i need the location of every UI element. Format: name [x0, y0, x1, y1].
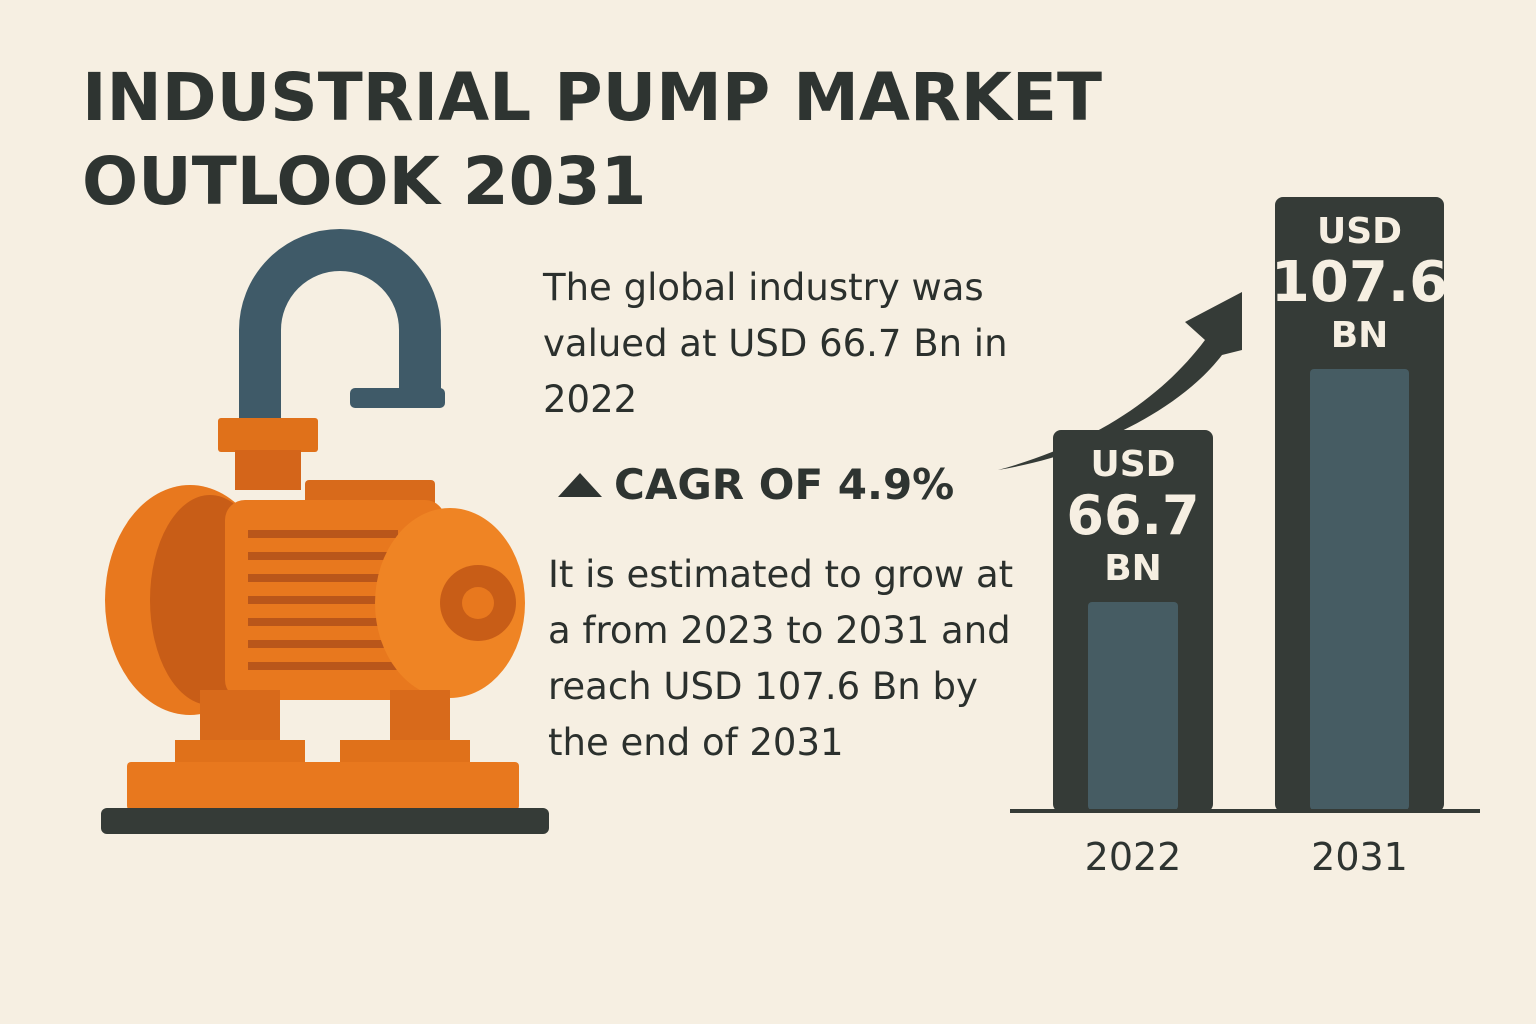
- title-line-2: OUTLOOK 2031: [82, 143, 647, 220]
- cagr-callout: CAGR OF 4.9%: [558, 460, 954, 509]
- cagr-text: CAGR OF 4.9%: [614, 460, 955, 509]
- title-line-1: INDUSTRIAL PUMP MARKET: [82, 59, 1103, 136]
- bar-inner-2031: [1310, 369, 1409, 810]
- bar-inner-2022: [1088, 602, 1178, 810]
- x-tick-label: 2031: [1311, 835, 1408, 879]
- industrial-pump-icon: [101, 229, 549, 834]
- bar-label-unit: USD: [1317, 211, 1402, 252]
- bar-label-value: 66.7: [1066, 484, 1199, 547]
- valuation-text: The global industry was valued at USD 66…: [543, 266, 1008, 421]
- bar-label-suffix: BN: [1331, 315, 1389, 356]
- page-title: INDUSTRIAL PUMP MARKET OUTLOOK 2031: [82, 56, 1102, 224]
- growth-text: It is estimated to grow at a from 2023 t…: [548, 553, 1014, 764]
- bar-label-value: 107.6: [1271, 250, 1448, 315]
- trend-up-arrow-icon: [998, 292, 1242, 470]
- bar-label-unit: USD: [1090, 444, 1175, 485]
- x-tick-label: 2022: [1085, 835, 1182, 879]
- bar-label-suffix: BN: [1104, 548, 1162, 589]
- triangle-up-icon: [558, 472, 602, 497]
